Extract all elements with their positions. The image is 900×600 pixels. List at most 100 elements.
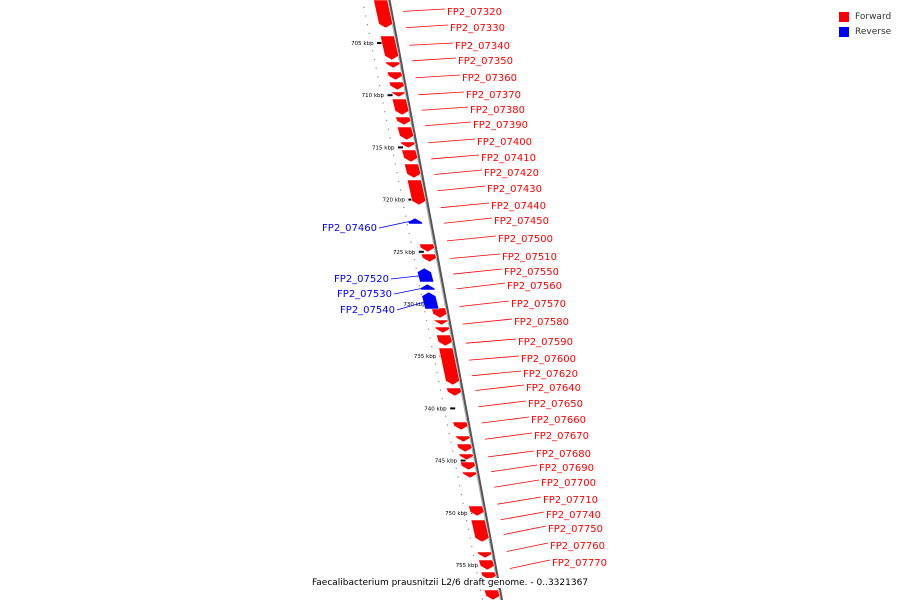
scale-tick (450, 407, 456, 410)
forward-gene-block[interactable] (391, 98, 410, 116)
forward-gene-label[interactable]: FP2_07760 (550, 541, 605, 552)
forward-leader-line (412, 57, 457, 62)
legend-reverse: Reverse (839, 24, 891, 39)
forward-gene-block[interactable] (373, 0, 394, 29)
forward-gene-block[interactable] (478, 559, 495, 571)
forward-gene-label[interactable]: FP2_07600 (521, 354, 576, 365)
scale-tick (377, 42, 383, 44)
scale-tick-label: 715 kbp (372, 145, 395, 151)
forward-gene-label[interactable]: FP2_07430 (487, 184, 542, 195)
forward-gene-label[interactable]: FP2_07440 (491, 201, 546, 212)
forward-gene-label[interactable]: FP2_07330 (450, 23, 505, 34)
forward-gene-label[interactable]: FP2_07400 (477, 137, 532, 148)
reverse-gene-label[interactable]: FP2_07540 (340, 305, 395, 316)
scale-tick-label: 735 kbp (414, 354, 437, 360)
forward-gene-label[interactable]: FP2_07320 (447, 7, 502, 18)
scale-dot (373, 58, 375, 61)
forward-gene-block[interactable] (476, 551, 493, 559)
forward-gene-label[interactable]: FP2_07700 (541, 478, 596, 489)
forward-gene-block[interactable] (461, 471, 478, 479)
forward-gene-block[interactable] (434, 326, 451, 334)
forward-gene-block[interactable] (459, 461, 476, 471)
forward-gene-block[interactable] (445, 387, 463, 397)
forward-gene-label[interactable]: FP2_07770 (552, 558, 607, 569)
forward-gene-label[interactable]: FP2_07660 (531, 415, 586, 426)
forward-gene-label[interactable]: FP2_07740 (546, 510, 601, 521)
forward-gene-block[interactable] (435, 334, 453, 347)
scale-dot (406, 224, 409, 226)
forward-gene-label[interactable]: FP2_07710 (543, 495, 598, 506)
forward-gene-label[interactable]: FP2_07650 (528, 399, 583, 410)
reverse-gene-label[interactable]: FP2_07520 (334, 274, 389, 285)
forward-gene-block[interactable] (406, 179, 427, 206)
forward-gene-block[interactable] (483, 589, 501, 600)
forward-gene-label[interactable]: FP2_07340 (455, 41, 510, 52)
forward-gene-label[interactable]: FP2_07570 (511, 299, 566, 310)
scale-tick-label: 745 kbp (435, 459, 458, 465)
forward-gene-label[interactable]: FP2_07370 (466, 90, 521, 101)
scale-dot (372, 50, 374, 52)
forward-leader-line (484, 432, 533, 440)
forward-gene-block[interactable] (379, 35, 400, 61)
forward-legend-label: Forward (855, 11, 892, 22)
scale-dot (441, 398, 443, 400)
forward-gene-block[interactable] (388, 81, 405, 91)
forward-gene-block[interactable] (396, 126, 415, 141)
forward-gene-block[interactable] (418, 243, 436, 253)
forward-gene-label[interactable]: FP2_07670 (534, 431, 589, 442)
forward-gene-block[interactable] (470, 519, 490, 543)
forward-gene-label[interactable]: FP2_07560 (507, 281, 562, 292)
scale-dot (379, 85, 381, 87)
forward-gene-label[interactable]: FP2_07410 (481, 153, 536, 164)
forward-leader-line (450, 253, 501, 259)
forward-gene-label[interactable]: FP2_07350 (458, 56, 513, 67)
forward-gene-label[interactable]: FP2_07640 (526, 383, 581, 394)
forward-gene-label[interactable]: FP2_07690 (539, 463, 594, 474)
forward-gene-block[interactable] (467, 505, 485, 517)
forward-leader-line (475, 384, 525, 391)
forward-gene-label[interactable]: FP2_07590 (518, 337, 573, 348)
forward-leader-line (500, 511, 545, 521)
reverse-leader-line (378, 219, 417, 229)
scale-dot (368, 32, 370, 34)
forward-gene-label[interactable]: FP2_07390 (473, 120, 528, 131)
forward-gene-block[interactable] (430, 307, 448, 319)
forward-gene-block[interactable] (452, 421, 469, 431)
forward-leader-line (497, 496, 542, 505)
forward-gene-label[interactable]: FP2_07680 (536, 449, 591, 460)
forward-gene-block[interactable] (399, 141, 416, 149)
forward-gene-label[interactable]: FP2_07500 (498, 234, 553, 245)
forward-gene-label[interactable]: FP2_07380 (470, 105, 525, 116)
forward-gene-block[interactable] (390, 91, 407, 98)
forward-gene-block[interactable] (403, 163, 422, 179)
forward-leader-line (506, 542, 549, 552)
scale-dot (405, 215, 407, 217)
forward-gene-label[interactable]: FP2_07450 (494, 216, 549, 227)
forward-gene-label[interactable]: FP2_07580 (514, 317, 569, 328)
reverse-gene-label[interactable]: FP2_07530 (337, 289, 392, 300)
forward-gene-label[interactable]: FP2_07750 (548, 524, 603, 535)
forward-gene-block[interactable] (395, 116, 412, 126)
forward-gene-block[interactable] (456, 443, 473, 453)
forward-gene-label[interactable]: FP2_07510 (502, 252, 557, 263)
forward-gene-block[interactable] (384, 61, 401, 69)
forward-gene-block[interactable] (420, 253, 437, 263)
scale-dot (445, 415, 447, 417)
scale-dot (446, 424, 449, 426)
forward-gene-block[interactable] (401, 149, 419, 163)
forward-gene-label[interactable]: FP2_07620 (523, 369, 578, 380)
map-caption: Faecalibacterium prausnitzii L2/6 draft … (310, 578, 590, 588)
forward-gene-label[interactable]: FP2_07550 (504, 267, 559, 278)
forward-gene-block[interactable] (458, 453, 475, 461)
scale-dot (375, 67, 377, 69)
forward-gene-block[interactable] (438, 347, 461, 386)
forward-gene-label[interactable]: FP2_07420 (484, 168, 539, 179)
forward-gene-block[interactable] (454, 435, 471, 443)
scale-dot (396, 172, 398, 174)
reverse-gene-label[interactable]: FP2_07460 (322, 223, 377, 234)
forward-gene-label[interactable]: FP2_07360 (462, 73, 517, 84)
forward-gene-block[interactable] (386, 71, 403, 81)
forward-gene-block[interactable] (432, 319, 449, 326)
forward-leader-line (424, 121, 472, 127)
